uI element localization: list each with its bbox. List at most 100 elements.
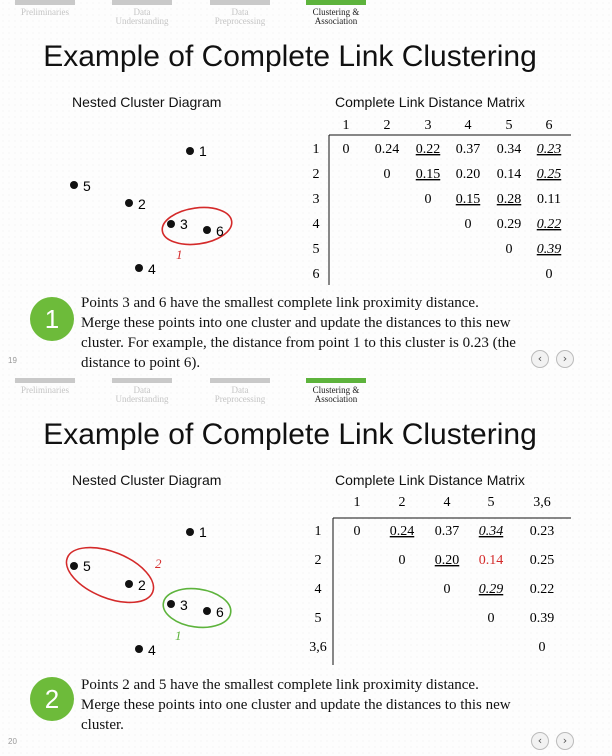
point-label: 6 <box>216 223 224 239</box>
nav-clustering-association[interactable]: Clustering & Association <box>306 0 366 26</box>
matrix-cell: 0 <box>506 242 513 257</box>
nav-label: Preliminaries <box>21 7 69 17</box>
nav-bar <box>306 0 366 5</box>
slide-19: Preliminaries Data Understanding Data Pr… <box>0 0 612 378</box>
matrix-cell: 0.37 <box>456 142 481 157</box>
cluster-ellipse <box>161 206 233 246</box>
point-label: 6 <box>216 604 224 620</box>
nav-bar <box>15 0 75 5</box>
matrix-cell: 0.25 <box>530 553 555 568</box>
matrix-cell: 0 <box>343 142 350 157</box>
matrix-row-header: 4 <box>315 582 322 597</box>
matrix-row-header: 3 <box>313 192 320 207</box>
nav-data-understanding[interactable]: Data Understanding <box>112 378 172 404</box>
nav-label: Data <box>231 385 249 395</box>
matrix-row-header: 4 <box>313 217 320 232</box>
nav-bar <box>112 378 172 383</box>
diagram-title: Nested Cluster Diagram <box>72 472 222 488</box>
nav-label: Preliminaries <box>21 385 69 395</box>
matrix-cell: 0.15 <box>456 192 481 207</box>
cluster-ellipse <box>162 587 232 629</box>
nested-cluster-diagram: 1 1 5 2 3 6 4 <box>70 143 233 277</box>
point-label: 1 <box>199 143 207 159</box>
section-nav: Preliminaries Data Understanding Data Pr… <box>0 378 612 410</box>
matrix-cell: 0 <box>546 267 553 282</box>
matrix-col-header: 3 <box>425 118 432 133</box>
cluster-label: 2 <box>155 556 162 571</box>
nav-data-understanding[interactable]: Data Understanding <box>112 0 172 26</box>
matrix-cell: 0.11 <box>537 192 561 207</box>
step-number-badge: 2 <box>30 677 74 721</box>
next-slide-button[interactable]: › <box>556 350 574 368</box>
next-slide-button[interactable]: › <box>556 732 574 750</box>
point-label: 4 <box>148 261 156 277</box>
point-label: 2 <box>138 577 146 593</box>
matrix-cell: 0.37 <box>435 524 460 539</box>
nav-label: Preprocessing <box>214 16 266 26</box>
matrix-cell: 0.29 <box>479 582 504 597</box>
matrix-cell: 0.22 <box>416 142 441 157</box>
matrix-cell: 0.34 <box>497 142 522 157</box>
slide-title: Example of Complete Link Clustering <box>43 418 537 451</box>
matrix-cell: 0 <box>539 640 546 655</box>
nav-label: Understanding <box>115 16 169 26</box>
point-dot <box>125 580 133 588</box>
nav-bar <box>112 0 172 5</box>
nav-bar <box>15 378 75 383</box>
point-label: 5 <box>83 178 91 194</box>
nav-label: Understanding <box>115 394 169 404</box>
nav-preliminaries[interactable]: Preliminaries <box>15 0 75 17</box>
prev-slide-button[interactable]: ‹ <box>531 732 549 750</box>
point-label: 5 <box>83 558 91 574</box>
nav-label: Clustering & <box>312 7 360 17</box>
prev-slide-button[interactable]: ‹ <box>531 350 549 368</box>
nav-data-preprocessing[interactable]: Data Preprocessing <box>210 0 270 26</box>
nav-label: Clustering & <box>312 385 360 395</box>
matrix-cell: 0.25 <box>537 167 562 182</box>
matrix-cell: 0.22 <box>537 217 562 232</box>
nav-data-preprocessing[interactable]: Data Preprocessing <box>210 378 270 404</box>
distance-matrix: 1 2 4 5 3,6 1 0 0.24 0.37 0.34 0.23 2 0 0.20 0.14 0.25 4… <box>309 495 571 665</box>
nav-label: Preprocessing <box>214 394 266 404</box>
matrix-cell: 0.39 <box>537 242 562 257</box>
matrix-col-header: 2 <box>384 118 391 133</box>
matrix-cell: 0.34 <box>479 524 504 539</box>
matrix-cell: 0.28 <box>497 192 522 207</box>
point-dot <box>186 528 194 536</box>
nav-clustering-association[interactable]: Clustering & Association <box>306 378 366 404</box>
nav-label: Data <box>133 7 151 17</box>
matrix-col-header: 6 <box>546 118 553 133</box>
point-dot <box>135 264 143 272</box>
cluster-label: 1 <box>176 247 183 262</box>
point-dot <box>125 199 133 207</box>
matrix-title: Complete Link Distance Matrix <box>335 472 525 488</box>
matrix-cell: 0.23 <box>537 142 562 157</box>
step-number-badge: 1 <box>30 297 74 341</box>
matrix-cell: 0.14 <box>479 553 504 568</box>
section-nav: Preliminaries Data Understanding Data Pr… <box>0 0 612 32</box>
nav-bar <box>210 378 270 383</box>
matrix-col-header: 4 <box>444 495 451 510</box>
nav-preliminaries[interactable]: Preliminaries <box>15 378 75 395</box>
matrix-cell: 0.22 <box>530 582 555 597</box>
matrix-col-header: 4 <box>465 118 472 133</box>
matrix-row-header: 5 <box>315 611 322 626</box>
step-description: Points 2 and 5 have the smallest complet… <box>81 677 511 733</box>
matrix-cell: 0 <box>399 553 406 568</box>
matrix-cell: 0.20 <box>456 167 481 182</box>
nested-cluster-diagram: 2 1 1 5 2 3 6 4 <box>65 524 232 658</box>
point-label: 3 <box>180 216 188 232</box>
matrix-cell: 0 <box>384 167 391 182</box>
matrix-col-header: 3,6 <box>533 495 551 510</box>
distance-matrix: 1 2 3 4 5 6 1 0 0.24 0.22 0.37 0.34 0.23 2 0 0.15 0.20 0.… <box>313 118 571 285</box>
matrix-row-header: 2 <box>315 553 322 568</box>
nav-bar <box>306 378 366 383</box>
point-dot <box>135 645 143 653</box>
slide-20: Preliminaries Data Understanding Data Pr… <box>0 378 612 756</box>
nav-label: Data <box>231 7 249 17</box>
matrix-col-header: 1 <box>354 495 361 510</box>
matrix-col-header: 5 <box>488 495 495 510</box>
matrix-cell: 0.15 <box>416 167 441 182</box>
matrix-cell: 0 <box>444 582 451 597</box>
nav-label: Association <box>314 16 358 26</box>
